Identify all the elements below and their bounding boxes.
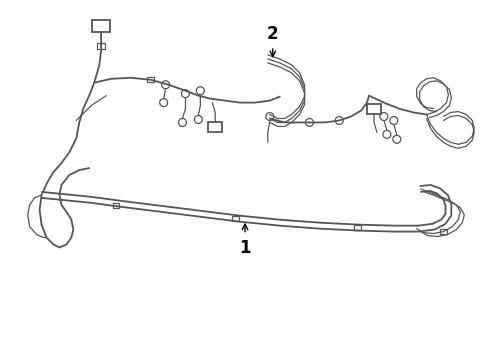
Bar xyxy=(367,104,381,113)
Bar xyxy=(113,203,120,208)
Text: 1: 1 xyxy=(239,239,251,257)
Bar xyxy=(147,77,154,82)
Bar xyxy=(232,216,239,221)
Bar xyxy=(92,20,110,32)
Bar xyxy=(440,229,447,234)
Bar xyxy=(97,43,105,49)
Text: 2: 2 xyxy=(267,25,279,43)
Bar xyxy=(354,225,361,230)
Bar xyxy=(208,122,222,132)
